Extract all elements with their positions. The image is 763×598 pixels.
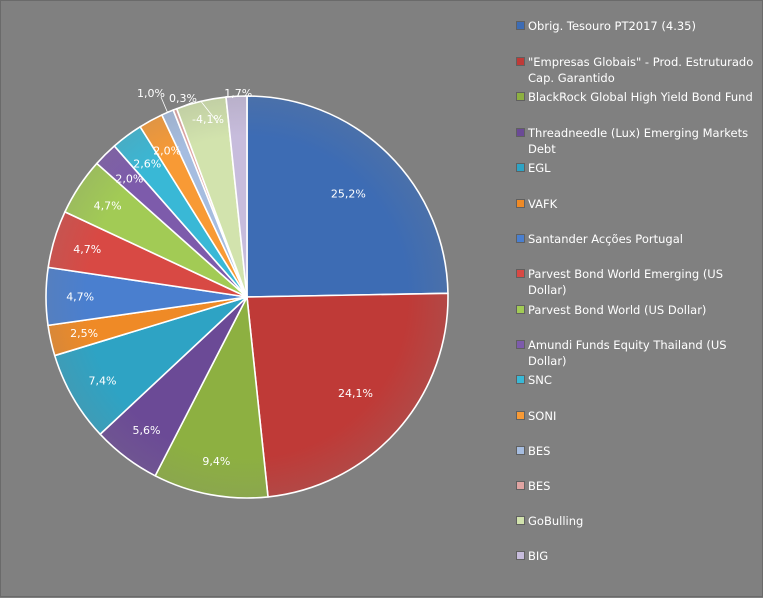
- legend-swatch: [517, 376, 524, 383]
- legend-label: Threadneedle (Lux) Emerging Markets Debt: [528, 126, 749, 156]
- data-label: 1,7%: [224, 87, 252, 100]
- data-label: 1,0%: [137, 87, 165, 100]
- legend-entry: SONI: [517, 408, 762, 424]
- legend-swatch: [517, 58, 524, 65]
- legend-label: SONI: [528, 409, 557, 423]
- legend-entry: BES: [517, 478, 762, 494]
- data-label: 4,7%: [66, 290, 94, 303]
- legend-entry: "Empresas Globais" - Prod. Estruturado C…: [517, 54, 762, 86]
- data-label: 0,3%: [169, 92, 197, 105]
- data-label: 24,1%: [338, 387, 373, 400]
- legend-label: BIG: [528, 549, 549, 563]
- legend-entry: Amundi Funds Equity Thailand (US Dollar): [517, 337, 762, 369]
- legend-entry: GoBulling: [517, 513, 762, 529]
- pie-slice: [246, 95, 449, 298]
- legend-label: "Empresas Globais" - Prod. Estruturado C…: [528, 55, 754, 85]
- legend-entry: VAFK: [517, 196, 762, 212]
- legend-label: Obrig. Tesouro PT2017 (4.35): [528, 19, 696, 33]
- legend-swatch: [517, 235, 524, 242]
- leader-line: [200, 101, 219, 124]
- legend-entry: BlackRock Global High Yield Bond Fund: [517, 89, 762, 105]
- legend-label: Parvest Bond World Emerging (US Dollar): [528, 267, 724, 297]
- legend-swatch: [517, 270, 524, 277]
- data-label: 7,4%: [89, 374, 117, 387]
- data-label: 2,0%: [115, 173, 143, 186]
- legend-swatch: [517, 412, 524, 419]
- legend-label: Parvest Bond World (US Dollar): [528, 303, 707, 317]
- legend-label: Santander Acções Portugal: [528, 232, 683, 246]
- legend-swatch: [517, 306, 524, 313]
- pie-slice: [225, 95, 248, 298]
- legend-label: BES: [528, 444, 551, 458]
- data-label: 2,5%: [70, 327, 98, 340]
- legend-label: VAFK: [528, 197, 558, 211]
- legend-entry: BES: [517, 443, 762, 459]
- legend-swatch: [517, 200, 524, 207]
- legend-entry: Santander Acções Portugal: [517, 231, 762, 247]
- legend-label: BlackRock Global High Yield Bond Fund: [528, 90, 753, 104]
- legend-entry: EGL: [517, 160, 762, 176]
- legend-entry: Obrig. Tesouro PT2017 (4.35): [517, 18, 762, 34]
- legend-label: GoBulling: [528, 514, 584, 528]
- data-label: 4,7%: [73, 243, 101, 256]
- data-label: 5,6%: [132, 424, 160, 437]
- legend-label: Amundi Funds Equity Thailand (US Dollar): [528, 338, 727, 368]
- legend-label: EGL: [528, 161, 551, 175]
- pie-slice: [154, 296, 269, 499]
- data-label: -4,1%: [192, 113, 224, 126]
- leader-line: [174, 101, 194, 110]
- legend-swatch: [517, 93, 524, 100]
- legend-label: SNC: [528, 373, 552, 387]
- legend-swatch: [517, 164, 524, 171]
- leader-line: [160, 96, 168, 113]
- pie-slice: [246, 292, 449, 498]
- data-label: 25,2%: [331, 188, 366, 201]
- legend-entry: BIG: [517, 548, 762, 564]
- legend-entry: Parvest Bond World Emerging (US Dollar): [517, 266, 762, 298]
- data-label: 4,7%: [94, 199, 122, 212]
- legend-swatch: [517, 517, 524, 524]
- legend-swatch: [517, 341, 524, 348]
- legend-swatch: [517, 447, 524, 454]
- legend-swatch: [517, 22, 524, 29]
- legend-entry: Parvest Bond World (US Dollar): [517, 302, 762, 318]
- legend-swatch: [517, 552, 524, 559]
- data-label: 2,0%: [153, 145, 181, 158]
- data-label: 9,4%: [202, 455, 230, 468]
- legend-entry: SNC: [517, 372, 762, 388]
- data-label: 2,6%: [133, 157, 161, 170]
- legend-swatch: [517, 129, 524, 136]
- legend-label: BES: [528, 479, 551, 493]
- legend-swatch: [517, 482, 524, 489]
- legend-entry: Threadneedle (Lux) Emerging Markets Debt: [517, 125, 762, 157]
